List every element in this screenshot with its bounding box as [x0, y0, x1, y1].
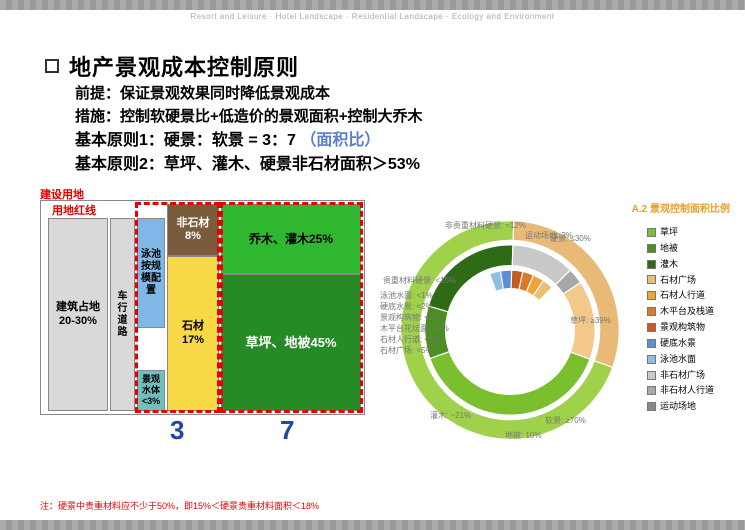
principle1: 基本原则1：硬景：软景 = 3：7 — [75, 132, 300, 149]
ring-label: 非贵重材料硬景: ≈12% — [445, 220, 526, 231]
block-diagram: 建设用地 用地红线 建筑占地 20-30% 车行 道路 泳池 按规 模配 置 景… — [40, 190, 370, 450]
stone-block: 石材 17% — [167, 256, 219, 411]
road-block: 车行 道路 — [110, 218, 135, 411]
header-categories: Resort and Leisure · Hotel Landscape · R… — [0, 12, 745, 21]
legend-swatch — [647, 228, 656, 237]
ratio-3: 3 — [170, 415, 184, 446]
legend-label: 草坪 — [660, 225, 678, 240]
legend-row: 硬底水景 — [647, 336, 735, 351]
legend-swatch — [647, 323, 656, 332]
ring-label: 软景: ≥70% — [545, 415, 586, 426]
legend: 草坪地被灌木石材广场石材人行道木平台及栈道景观构筑物硬底水景泳池水面非石材广场非… — [647, 225, 735, 415]
bottom-border — [0, 520, 745, 530]
legend-row: 非石材广场 — [647, 368, 735, 383]
legend-row: 运动场地 — [647, 399, 735, 414]
ring-inner-label: 石材广场: <5% — [380, 345, 433, 356]
legend-swatch — [647, 275, 656, 284]
lawn-block: 草坪、地被45% — [221, 274, 361, 411]
legend-label: 泳池水面 — [660, 352, 696, 367]
legend-row: 灌木 — [647, 257, 735, 272]
trees-block: 乔木、灌木25% — [221, 204, 361, 274]
legend-row: 石材人行道 — [647, 288, 735, 303]
legend-swatch — [647, 307, 656, 316]
legend-label: 非石材广场 — [660, 368, 705, 383]
ring-label: 灌木: ~21% — [430, 410, 471, 421]
legend-label: 木平台及栈道 — [660, 304, 714, 319]
legend-row: 非石材人行道 — [647, 383, 735, 398]
ring-label: 地被: 10% — [505, 430, 541, 441]
legend-swatch — [647, 260, 656, 269]
principle1-note: （面积比） — [300, 132, 380, 149]
title-bullet-icon — [45, 59, 59, 73]
legend-label: 非石材人行道 — [660, 383, 714, 398]
title-row: 地产景观成本控制原则 — [45, 50, 299, 82]
legend-swatch — [647, 339, 656, 348]
pool-block: 泳池 按规 模配 置 — [137, 218, 165, 328]
legend-swatch — [647, 402, 656, 411]
ratio-7: 7 — [280, 415, 294, 446]
legend-label: 石材广场 — [660, 273, 696, 288]
legend-label: 运动场地 — [660, 399, 696, 414]
ring-inner-label: 石材人行道: <5% — [380, 334, 441, 345]
body-text: 前提：保证景观效果同时降低景观成本 措施：控制软硬景比+低造价的景观面积+控制大… — [75, 82, 423, 178]
donut-chart: A.2 景观控制面积比例 软景: ≥70%硬景: ≤30%草坪: ≥39%地被:… — [395, 215, 735, 465]
ring-label: 运动场地: 3% — [525, 230, 573, 241]
building-block: 建筑占地 20-30% — [48, 218, 108, 411]
ring-label: 贵重材料硬景: <15% — [383, 275, 456, 286]
ring-inner-label: 木平台花坛面: <2% — [380, 323, 449, 334]
legend-swatch — [647, 371, 656, 380]
measure-label: 措施： — [75, 108, 120, 125]
ring-inner-label: 景观构筑物: <2% — [380, 312, 441, 323]
legend-swatch — [647, 386, 656, 395]
top-border — [0, 0, 745, 10]
ring-label: 草坪: ≥39% — [570, 315, 611, 326]
legend-label: 地被 — [660, 241, 678, 256]
legend-row: 景观构筑物 — [647, 320, 735, 335]
measure-text: 控制软硬景比+低造价的景观面积+控制大乔木 — [120, 108, 423, 125]
water-block: 景观 水体 <3% — [137, 370, 165, 411]
ring-inner-label: 泳池水面: <1% — [380, 290, 433, 301]
ring-title: A.2 景观控制面积比例 — [632, 200, 730, 215]
legend-row: 地被 — [647, 241, 735, 256]
legend-row: 草坪 — [647, 225, 735, 240]
page-title: 地产景观成本控制原则 — [69, 50, 299, 82]
legend-label: 灌木 — [660, 257, 678, 272]
legend-row: 石材广场 — [647, 273, 735, 288]
legend-swatch — [647, 355, 656, 364]
legend-label: 景观构筑物 — [660, 320, 705, 335]
legend-label: 石材人行道 — [660, 288, 705, 303]
footnote: 注：硬景中贵重材料应不少于50%，即15%＜硬景贵重材料面积＜18% — [40, 499, 319, 512]
principle2: 基本原则2：草坪、灌木、硬景非石材面积＞53% — [75, 156, 420, 173]
legend-label: 硬底水景 — [660, 336, 696, 351]
legend-swatch — [647, 291, 656, 300]
premise-label: 前提： — [75, 85, 120, 102]
legend-row: 木平台及栈道 — [647, 304, 735, 319]
premise-text: 保证景观效果同时降低景观成本 — [120, 85, 330, 102]
ring-inner-label: 硬底水景: <2% — [380, 301, 433, 312]
non-stone-block: 非石材 8% — [167, 204, 219, 256]
legend-swatch — [647, 244, 656, 253]
legend-row: 泳池水面 — [647, 352, 735, 367]
